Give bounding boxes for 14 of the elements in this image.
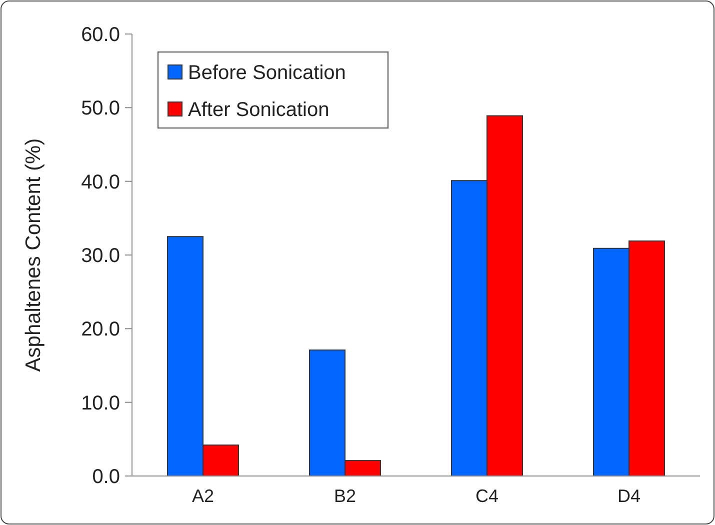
x-tick-label: C4 (475, 486, 499, 506)
x-tick-label: D4 (617, 486, 641, 506)
y-tick-label: 60.0 (81, 24, 120, 46)
y-tick-label: 20.0 (81, 318, 120, 341)
y-tick-label: 0.0 (92, 466, 120, 488)
x-tick-label: B2 (334, 486, 356, 506)
legend-label: Before Sonication (188, 62, 346, 84)
y-axis-title: Asphaltenes Content (%) (22, 138, 45, 372)
x-tick-label: A2 (192, 486, 214, 506)
y-tick-label: 10.0 (81, 392, 120, 414)
y-tick-label: 40.0 (81, 171, 120, 194)
y-tick-label: 50.0 (81, 98, 120, 120)
legend-label: After Sonication (188, 99, 330, 121)
y-tick-label: 30.0 (81, 245, 120, 267)
